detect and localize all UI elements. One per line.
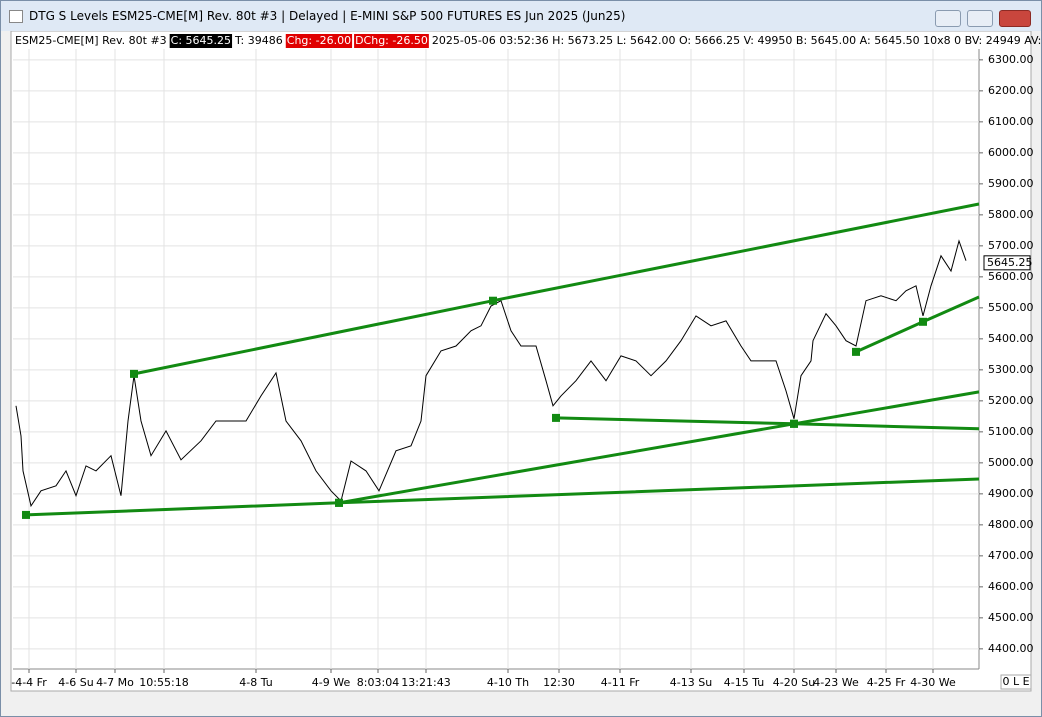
anchor-point xyxy=(790,419,798,428)
y-tick-label: 6000.00 xyxy=(988,146,1034,159)
x-tick-label: 4-23 We xyxy=(813,676,859,689)
anchor-point xyxy=(335,498,343,507)
minimize-button[interactable] xyxy=(935,10,961,27)
y-tick-label: 4500.00 xyxy=(988,611,1034,624)
y-tick-label: 4800.00 xyxy=(988,518,1034,531)
y-tick-label: 5400.00 xyxy=(988,332,1034,345)
y-tick-label: 4400.00 xyxy=(988,642,1034,655)
x-tick-label: 10:55:18 xyxy=(139,676,188,689)
x-tick-label: 4-25 Fr xyxy=(867,676,906,689)
window-title: DTG S Levels ESM25-CME[M] Rev. 80t #3 | … xyxy=(29,9,626,23)
x-tick-label: 4-30 We xyxy=(910,676,956,689)
y-tick-label: 6300.00 xyxy=(988,53,1034,66)
info-details: 2025-05-06 03:52:36 H: 5673.25 L: 5642.0… xyxy=(432,34,1041,47)
x-tick-label: -4-4 Fr xyxy=(11,676,47,689)
info-bg xyxy=(285,34,353,48)
x-tick-label: 4-13 Su xyxy=(670,676,712,689)
info-text: ESM25-CME[M] Rev. 80t #3 xyxy=(15,34,167,47)
y-tick-label: 6200.00 xyxy=(988,84,1034,97)
info-text: C: 5645.25 xyxy=(171,34,231,47)
anchor-point xyxy=(22,510,30,519)
x-tick-label: 4-11 Fr xyxy=(601,676,640,689)
close-button[interactable] xyxy=(999,10,1031,27)
info-text: DChg: -26.50 xyxy=(355,34,428,47)
info-dchg: DChg: -26.50 xyxy=(354,34,429,48)
maximize-button[interactable] xyxy=(967,10,993,27)
info-symbol: ESM25-CME[M] Rev. 80t #3 xyxy=(15,34,167,47)
x-tick-label: 12:30 xyxy=(543,676,575,689)
x-tick-label: 4-8 Tu xyxy=(239,676,272,689)
plot-background xyxy=(10,31,1032,692)
info-text: 2025-05-06 03:52:36 H: 5673.25 L: 5642.0… xyxy=(432,34,1041,47)
y-tick-label: 5700.00 xyxy=(988,239,1034,252)
x-tick-label: 4-9 We xyxy=(312,676,351,689)
info-chg: Chg: -26.00 xyxy=(285,34,353,48)
app-icon xyxy=(9,10,23,23)
x-tick-label: 8:03:04 xyxy=(357,676,399,689)
y-tick-label: 5000.00 xyxy=(988,456,1034,469)
x-tick-label: 13:21:43 xyxy=(401,676,450,689)
info-bg xyxy=(354,34,429,48)
y-tick-label: 4900.00 xyxy=(988,487,1034,500)
x-tick-label: 4-15 Tu xyxy=(724,676,764,689)
title-bar: DTG S Levels ESM25-CME[M] Rev. 80t #3 | … xyxy=(1,1,1041,31)
anchor-point xyxy=(130,369,138,378)
anchor-point xyxy=(919,317,927,326)
anchor-point xyxy=(852,347,860,356)
last-price-label: 5645.25 xyxy=(987,256,1033,269)
info-ticks: T: 39486 xyxy=(234,34,283,47)
y-tick-label: 5500.00 xyxy=(988,301,1034,314)
y-tick-label: 6100.00 xyxy=(988,115,1034,128)
y-tick-label: 5800.00 xyxy=(988,208,1034,221)
last-price-box xyxy=(983,255,1031,271)
anchor-point xyxy=(489,296,497,305)
y-tick-label: 5600.00 xyxy=(988,270,1034,283)
x-tick-label: 4-6 Su xyxy=(58,676,93,689)
y-tick-label: 4700.00 xyxy=(988,549,1034,562)
y-tick-label: 5300.00 xyxy=(988,363,1034,376)
chart: ESM25-CME[M] Rev. 80t #3 C: 5645.25 T: 394… xyxy=(10,31,1041,692)
info-text: Chg: -26.00 xyxy=(287,34,351,47)
y-tick-label: 5200.00 xyxy=(988,394,1034,407)
price-line xyxy=(15,239,967,508)
anchor-point xyxy=(552,413,560,422)
info-text: T: 39486 xyxy=(234,34,283,47)
y-tick-label: 4600.00 xyxy=(988,580,1034,593)
info-close: C: 5645.25 xyxy=(169,34,233,48)
x-tick-label: 4-10 Th xyxy=(487,676,529,689)
y-tick-label: 5100.00 xyxy=(988,425,1034,438)
status-text: 0 L E xyxy=(1002,675,1029,688)
x-tick-label: 4-7 Mo xyxy=(96,676,134,689)
info-bg xyxy=(169,34,233,48)
y-tick-label: 5900.00 xyxy=(988,177,1034,190)
status-box xyxy=(1000,674,1032,690)
x-tick-label: 4-20 Su xyxy=(773,676,815,689)
